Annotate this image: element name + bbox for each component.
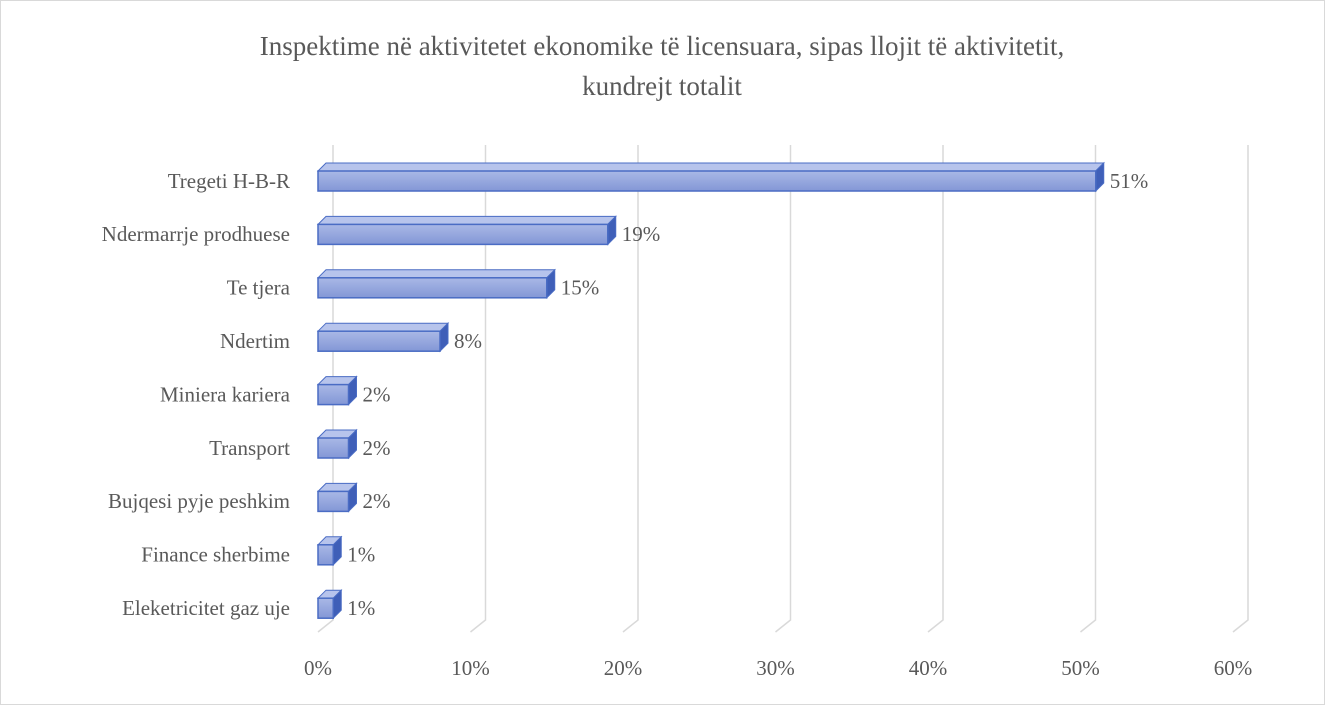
x-tick-label: 0% xyxy=(304,656,332,680)
data-label: 15% xyxy=(561,276,600,300)
bar xyxy=(317,597,334,619)
y-tick-label: Eleketricitet gaz uje xyxy=(122,596,290,620)
x-tick-label: 20% xyxy=(604,656,643,680)
x-tick-label: 30% xyxy=(756,656,795,680)
y-tick-label: Tregeti H-B-R xyxy=(168,169,290,193)
y-tick-label: Ndertim xyxy=(220,329,290,353)
y-tick-label: Miniera kariera xyxy=(160,382,291,406)
chart-title: Inspektime në aktivitetet ekonomike të l… xyxy=(259,31,1065,101)
data-label: 2% xyxy=(363,436,391,460)
data-label: 51% xyxy=(1110,169,1149,193)
bar xyxy=(317,544,334,566)
bar xyxy=(317,170,1097,192)
data-label: 2% xyxy=(363,489,391,513)
x-tick-label: 10% xyxy=(451,656,490,680)
grid-line xyxy=(317,145,334,633)
bar xyxy=(317,490,350,513)
y-tick-label: Ndermarrje prodhuese xyxy=(102,222,290,246)
bar xyxy=(317,330,441,352)
data-label: 8% xyxy=(454,329,482,353)
data-label: 19% xyxy=(622,222,661,246)
y-tick-label: Bujqesi pyje peshkim xyxy=(108,489,290,513)
grid-line xyxy=(1232,145,1249,633)
bar xyxy=(317,383,350,406)
data-label: 1% xyxy=(347,596,375,620)
data-label: 2% xyxy=(363,382,391,406)
grid-line xyxy=(1080,145,1097,633)
data-label: 1% xyxy=(347,543,375,567)
grid-line xyxy=(775,145,792,633)
grid-line xyxy=(470,145,487,633)
y-tick-label: Te tjera xyxy=(227,276,291,300)
grid-line xyxy=(927,145,944,633)
y-tick-label: Transport xyxy=(209,436,290,460)
x-tick-label: 40% xyxy=(909,656,948,680)
bar-top xyxy=(316,215,617,225)
bar xyxy=(317,437,350,459)
grid-line xyxy=(622,145,639,633)
bar xyxy=(317,223,609,246)
y-tick-label: Finance sherbime xyxy=(141,543,290,567)
bar-top xyxy=(316,269,556,279)
bar-top xyxy=(316,162,1105,172)
bar xyxy=(317,277,548,299)
x-tick-label: 50% xyxy=(1061,656,1100,680)
bar-top xyxy=(316,322,450,332)
x-tick-label: 60% xyxy=(1214,656,1253,680)
